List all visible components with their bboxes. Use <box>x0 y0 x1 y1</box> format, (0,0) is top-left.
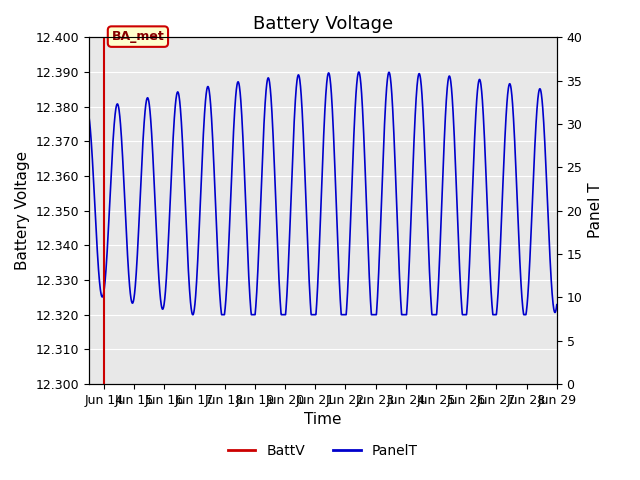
X-axis label: Time: Time <box>304 412 342 427</box>
Title: Battery Voltage: Battery Voltage <box>253 15 393 33</box>
Y-axis label: Battery Voltage: Battery Voltage <box>15 151 30 270</box>
Y-axis label: Panel T: Panel T <box>588 183 603 239</box>
Legend: BattV, PanelT: BattV, PanelT <box>222 439 424 464</box>
Text: BA_met: BA_met <box>111 30 164 43</box>
